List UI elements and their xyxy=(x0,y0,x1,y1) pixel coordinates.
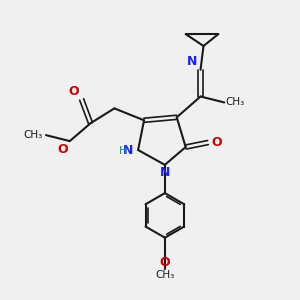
Text: O: O xyxy=(160,256,170,268)
Text: CH₃: CH₃ xyxy=(155,270,175,280)
Text: O: O xyxy=(211,136,222,149)
Text: N: N xyxy=(187,55,197,68)
Text: CH₃: CH₃ xyxy=(226,98,245,107)
Text: N: N xyxy=(160,166,170,179)
Text: CH₃: CH₃ xyxy=(24,130,43,140)
Text: O: O xyxy=(58,142,68,156)
Text: N: N xyxy=(123,143,134,157)
Text: H: H xyxy=(118,146,127,157)
Text: O: O xyxy=(68,85,79,98)
